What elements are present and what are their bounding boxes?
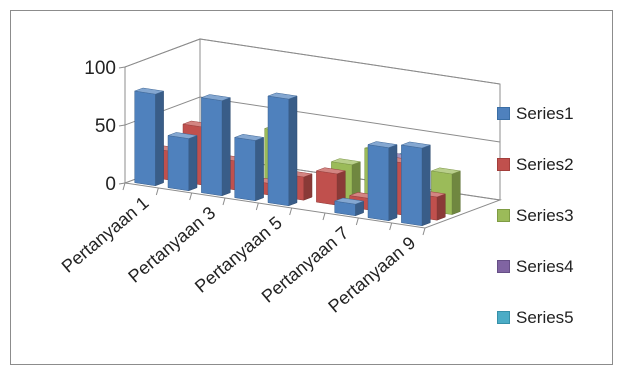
legend-item-series5: Series5	[497, 292, 609, 343]
bar-top	[315, 167, 347, 175]
legend-label: Series3	[516, 205, 574, 225]
x-tick-mark	[289, 207, 293, 216]
bar-top	[233, 134, 265, 141]
y-tick-label: 0	[105, 174, 116, 195]
bar-front	[167, 135, 189, 192]
bar-series1-5	[267, 92, 298, 207]
legend-label: Series1	[516, 103, 574, 123]
bar-side	[451, 170, 461, 215]
bar-series2-6	[315, 167, 347, 206]
bar-series1-9	[400, 141, 432, 227]
y-tick-label: 100	[84, 58, 116, 79]
x-tick-mark	[122, 182, 126, 191]
x-tick-mark	[189, 192, 193, 201]
bar-side	[155, 90, 164, 187]
y-tick-mark	[118, 66, 126, 69]
chart-frame	[10, 10, 613, 365]
y-tick-mark	[118, 182, 126, 185]
x-tick-mark	[389, 222, 393, 231]
legend-swatch	[497, 107, 510, 120]
x-tick-mark	[422, 227, 426, 236]
gridline	[124, 38, 501, 85]
bar-side	[288, 95, 298, 207]
bar-front	[367, 144, 389, 222]
bar-side	[221, 97, 231, 197]
legend-item-series3: Series3	[497, 190, 609, 241]
legend-label: Series5	[516, 307, 574, 327]
x-tick-mark	[322, 212, 326, 221]
legend-swatch	[497, 260, 510, 273]
legend-item-series2: Series2	[497, 139, 609, 190]
bar-top	[330, 158, 362, 166]
bar-top	[430, 167, 462, 175]
bar-side	[303, 173, 313, 201]
bar-front	[267, 95, 289, 207]
legend-label: Series4	[516, 256, 574, 276]
bar-front	[316, 170, 338, 206]
x-tick-mark	[355, 217, 359, 226]
y-tick-mark	[118, 124, 126, 127]
bar-series1-3	[200, 94, 232, 197]
bar-series1-2	[167, 132, 198, 192]
x-tick-mark	[222, 197, 226, 206]
bar-front	[134, 90, 156, 187]
bar-side	[436, 193, 446, 221]
bar-series1-8	[367, 141, 398, 222]
bar-top	[200, 94, 232, 101]
bar-series1-7	[333, 197, 365, 217]
bar-top	[400, 141, 432, 149]
bar-side	[421, 144, 431, 227]
bar-side	[188, 135, 198, 192]
bar-front	[234, 137, 256, 202]
bar-top	[367, 141, 398, 148]
legend-swatch	[497, 158, 510, 171]
legend-label: Series2	[516, 154, 574, 174]
chart-legend: Series1 Series2 Series3 Series4 Series5	[497, 88, 609, 343]
legend-item-series4: Series4	[497, 241, 609, 292]
bar-series1-4	[233, 134, 265, 202]
bar-top	[134, 87, 165, 95]
bar-side	[255, 137, 264, 202]
bar-side	[388, 144, 398, 222]
legend-item-series1: Series1	[497, 88, 609, 139]
bar-series1-1	[134, 87, 165, 187]
legend-swatch	[497, 311, 510, 324]
bar-top	[333, 197, 365, 205]
x-tick-mark	[255, 202, 259, 211]
bar-top	[167, 132, 198, 139]
bar-front	[401, 144, 423, 227]
bar-front	[201, 97, 223, 197]
y-tick-label: 50	[95, 116, 116, 137]
x-tick-mark	[155, 187, 159, 196]
legend-swatch	[497, 209, 510, 222]
bar-top	[267, 92, 298, 100]
